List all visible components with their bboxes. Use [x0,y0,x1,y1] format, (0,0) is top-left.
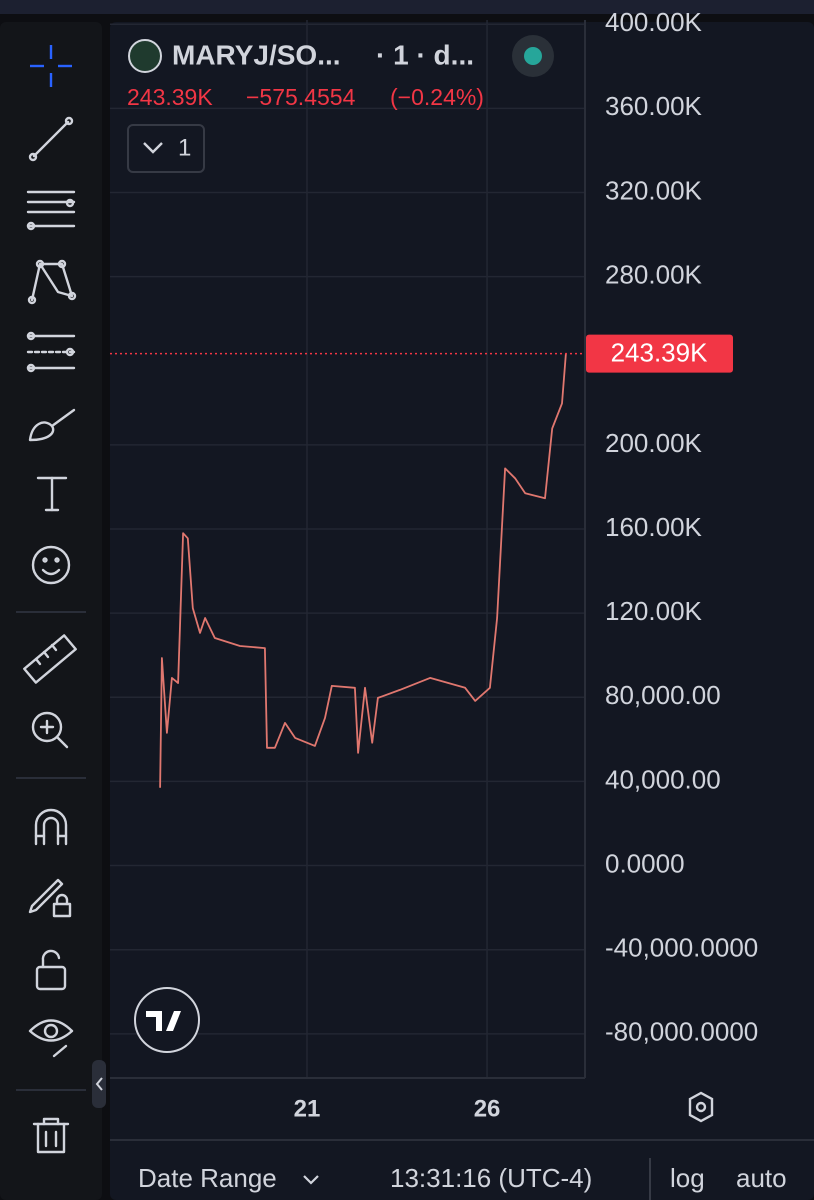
y-tick-label: 320.00K [605,175,703,205]
date-range[interactable]: Date Range [138,1163,277,1193]
y-tick-label: 360.00K [605,91,703,121]
toolbar-icons [16,45,86,1154]
forecast-tool[interactable] [26,331,76,373]
y-tick-label: 400.00K [605,7,703,37]
plot: 400.00K 360.00K 320.00K 280.00K 200.00K 160.0… [110,7,758,1122]
y-tick-label: -80,000.0000 [605,1017,758,1047]
top-strip [0,0,814,14]
y-tick-label: 160.00K [605,512,703,542]
legend-change: −575.4554 [246,84,356,110]
trend-line-tool[interactable] [28,116,74,162]
delete-tool[interactable] [32,1117,70,1154]
collapse-arrow [95,1077,103,1091]
x-tick-label: 26 [474,1095,501,1122]
settings-icon[interactable] [688,1091,714,1123]
ruler-tool[interactable] [23,634,77,684]
y-tick-label: 0.0000 [605,848,685,878]
visibility-tool[interactable] [28,1019,74,1058]
symbol-logo [128,39,162,73]
y-tick-label: 200.00K [605,428,703,458]
text-tool[interactable] [36,476,68,512]
pattern-tool[interactable] [27,259,77,305]
y-tick-label: 40,000.00 [605,764,721,794]
indicator-count: 1 [178,134,191,161]
indicator-toggle[interactable] [127,124,205,173]
y-tick-label: -40,000.0000 [605,933,758,963]
emoji-tool[interactable] [31,545,71,585]
last-price-label: 243.39K [611,337,709,367]
toggle-chevron [143,142,163,154]
auto-toggle[interactable]: auto [736,1163,787,1193]
zoom-tool[interactable] [31,711,69,749]
crosshair-tool[interactable] [30,45,72,87]
lock-tool[interactable] [35,949,67,991]
clock[interactable]: 13:31:16 (UTC-4) [390,1163,592,1193]
status-dot [524,47,542,65]
lock-drawing-tool[interactable] [28,878,72,918]
y-tick-label: 280.00K [605,259,703,289]
settings-center [695,1101,707,1113]
toolbar-collapse[interactable] [92,1060,106,1108]
y-tick-label: 120.00K [605,596,703,626]
x-tick-label: 21 [294,1095,321,1122]
chart-panel [110,22,814,1200]
tv-logo[interactable] [134,987,200,1053]
magnet-tool[interactable] [34,808,68,846]
legend-price: 243.39K [127,84,213,110]
legend-change-percent: (−0.24%) [390,84,484,110]
log-toggle[interactable]: log [670,1163,705,1193]
fib-tool[interactable] [26,190,76,231]
tv-logo-mark [146,1011,181,1031]
y-tick-label: 80,000.00 [605,680,721,710]
interval[interactable]: · 1 · d... [376,39,474,70]
date-range-chevron [303,1175,319,1185]
price-line [159,353,567,788]
symbol-title[interactable]: MARYJ/SO... [172,39,341,70]
brush-tool[interactable] [28,408,76,442]
last-price-tag [586,334,733,373]
